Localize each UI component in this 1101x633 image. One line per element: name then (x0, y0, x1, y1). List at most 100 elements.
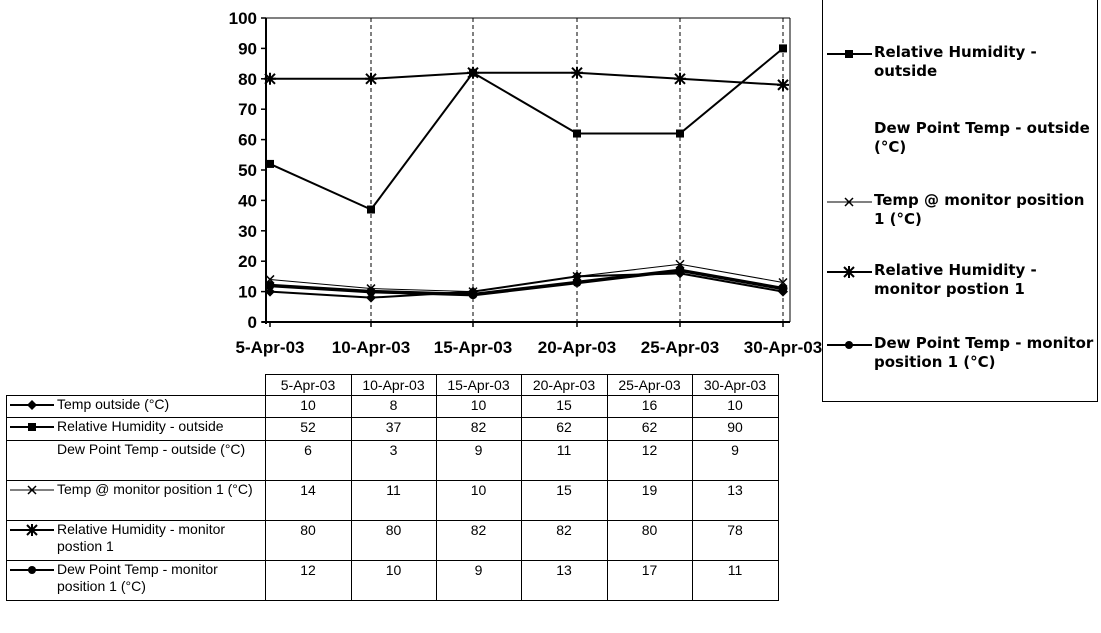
table-row-label-text: Temp @ monitor position 1 (°C) (57, 481, 253, 497)
legend-entry-dew-monitor: Dew Point Temp - monitor position 1 (°C) (823, 334, 1099, 394)
table-row-label: Relative Humidity - monitor postion 1 (6, 520, 266, 561)
data-point-circle (675, 265, 685, 275)
y-tick-label: 0 (248, 313, 257, 332)
y-tick-label: 10 (238, 283, 257, 302)
table-cell: 11 (520, 440, 608, 481)
series-lines (269, 47, 784, 299)
square-marker-icon (10, 423, 54, 431)
table-cell: 14 (264, 480, 352, 521)
data-point-square (266, 159, 274, 168)
table-cell: 17 (606, 560, 693, 601)
legend-entry-dew-outside: Dew Point Temp - outside (°C) (823, 119, 1099, 179)
series-line-3 (269, 263, 784, 293)
data-point-asterisk (674, 72, 686, 85)
data-table: 5-Apr-03 10-Apr-03 15-Apr-03 20-Apr-03 2… (6, 374, 779, 601)
table-cell: 15 (520, 480, 608, 521)
diamond-marker-icon (10, 400, 54, 410)
table-cell: 9 (691, 440, 779, 481)
table-cell: 11 (691, 560, 779, 601)
series-markers (264, 44, 789, 303)
legend-entry-rh-monitor: Relative Humidity - monitor postion 1 (823, 261, 1099, 321)
legend-label: Dew Point Temp - monitor position 1 (°C) (874, 334, 1094, 371)
table-cell: 13 (691, 480, 779, 521)
data-point-asterisk (777, 78, 789, 91)
x-tick-label: 5-Apr-03 (236, 338, 305, 357)
table-cell: 82 (435, 520, 522, 561)
data-point-square (573, 129, 581, 138)
table-header-cell: 10-Apr-03 (350, 374, 437, 396)
data-point-circle (778, 284, 788, 294)
y-tick-label: 100 (229, 9, 257, 28)
table-row-label: Dew Point Temp - monitor position 1 (°C) (6, 560, 266, 601)
data-point-asterisk (571, 66, 583, 79)
x-tick-label: 20-Apr-03 (538, 338, 616, 357)
table-cell: 78 (691, 520, 779, 561)
y-tick-labels: 0 10 20 30 40 50 60 70 80 90 100 (229, 9, 257, 332)
y-tick-label: 80 (238, 70, 257, 89)
legend-entry-rh-outside: Relative Humidity - outside (823, 43, 1099, 103)
table-row: Temp outside (°C) 10 8 10 15 16 10 (6, 395, 779, 418)
data-point-circle (468, 290, 478, 300)
legend-marker-square (827, 50, 872, 58)
circle-marker-icon (10, 566, 54, 574)
table-header-cell: 20-Apr-03 (520, 374, 608, 396)
table-cell: 82 (435, 417, 522, 441)
x-tick-label: 30-Apr-03 (744, 338, 822, 357)
legend-label: Temp @ monitor position 1 (°C) (874, 191, 1085, 228)
table-row-label: Temp outside (°C) (6, 395, 266, 418)
table-row-label-text: Relative Humidity - outside (57, 418, 224, 434)
table-cell: 37 (350, 417, 437, 441)
table-row: Dew Point Temp - outside (°C) 6 3 9 11 1… (6, 440, 779, 481)
y-tick-label: 20 (238, 252, 257, 271)
table-cell: 10 (350, 560, 437, 601)
y-tick-label: 50 (238, 161, 257, 180)
series-line-0 (269, 272, 784, 299)
legend-marker-x (827, 197, 872, 207)
x-tick-label: 15-Apr-03 (434, 338, 512, 357)
table-cell: 6 (264, 440, 352, 481)
table-row-label-text: Temp outside (°C) (57, 396, 170, 412)
y-tick-label: 30 (238, 222, 257, 241)
table-cell: 10 (435, 480, 522, 521)
table-cell: 19 (606, 480, 693, 521)
table-cell: 80 (264, 520, 352, 561)
y-tick-label: 40 (238, 191, 257, 210)
table-header-cell: 5-Apr-03 (264, 374, 352, 396)
asterisk-marker-icon (10, 524, 54, 536)
x-tick-label: 10-Apr-03 (332, 338, 410, 357)
x-marker-icon (10, 485, 54, 495)
table-row-label-text: Dew Point Temp - outside (°C) (57, 441, 246, 457)
y-tick-label: 60 (238, 131, 257, 150)
x-tick-labels: 5-Apr-03 10-Apr-03 15-Apr-03 20-Apr-03 25-Ap… (236, 338, 823, 357)
x-tick-label: 25-Apr-03 (641, 338, 719, 357)
table-row: Temp @ monitor position 1 (°C) 14 11 10 … (6, 480, 779, 521)
data-point-square (367, 205, 375, 214)
data-point-asterisk (467, 66, 479, 79)
y-tick-label: 70 (238, 100, 257, 119)
table-cell: 3 (350, 440, 437, 481)
table-cell: 12 (606, 440, 693, 481)
table-cell: 8 (350, 395, 437, 418)
table-cell: 62 (520, 417, 608, 441)
table-row-label-text: Relative Humidity - monitor postion 1 (57, 521, 226, 554)
table-cell: 52 (264, 417, 352, 441)
data-point-square (779, 44, 787, 53)
legend-marker-circle (827, 341, 872, 349)
axes (261, 17, 790, 327)
table-cell: 82 (520, 520, 608, 561)
table-row-label: Temp @ monitor position 1 (°C) (6, 480, 266, 521)
data-point-asterisk (264, 72, 276, 85)
data-point-circle (265, 281, 275, 291)
legend-label: Relative Humidity - monitor postion 1 (874, 261, 1037, 298)
data-point-square (676, 129, 684, 138)
table-row-label: Relative Humidity - outside (6, 417, 266, 441)
table-header-cell: 25-Apr-03 (606, 374, 693, 396)
table-row: Relative Humidity - outside 52 37 82 62 … (6, 417, 779, 441)
table-cell: 80 (606, 520, 693, 561)
table-cell: 15 (520, 395, 608, 418)
table-cell: 62 (606, 417, 693, 441)
legend-label: Relative Humidity - outside (874, 43, 1037, 80)
table-cell: 10 (264, 395, 352, 418)
table-header-cell: 30-Apr-03 (691, 374, 779, 396)
